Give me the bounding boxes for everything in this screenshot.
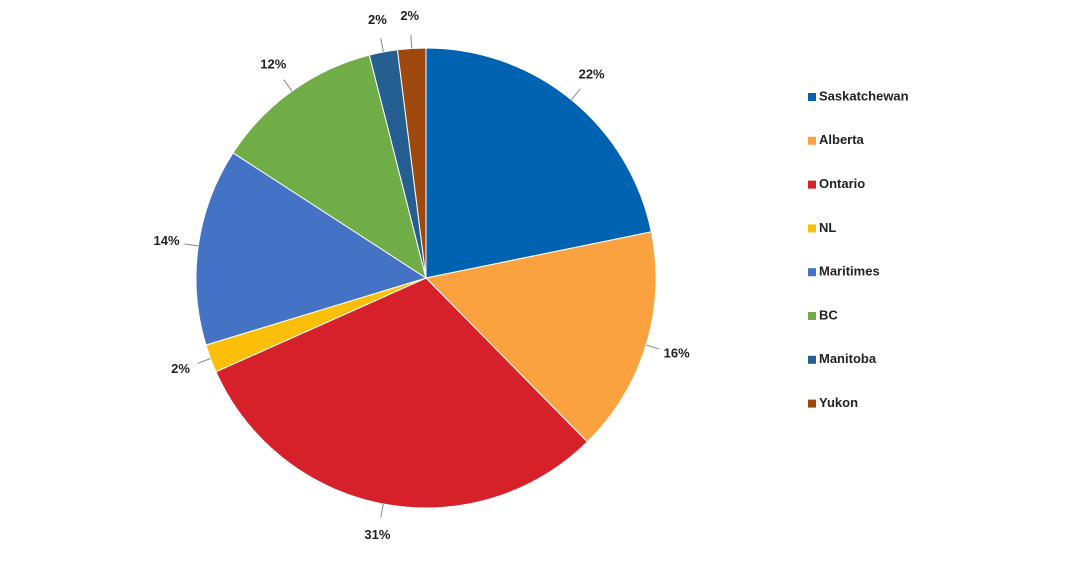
- data-label: 14%: [154, 233, 180, 248]
- legend-label: Ontario: [819, 176, 865, 191]
- data-label: 16%: [664, 346, 690, 361]
- legend-swatch: [808, 355, 816, 364]
- leader-line: [380, 503, 384, 518]
- leader-line: [184, 243, 199, 247]
- leader-line: [571, 88, 581, 101]
- leader-line: [410, 34, 413, 49]
- pie-slice: [195, 152, 428, 346]
- legend-swatch: [808, 180, 816, 189]
- legend-swatch: [808, 268, 816, 277]
- legend-swatch: [808, 224, 816, 233]
- legend-swatch: [808, 312, 816, 320]
- legend-label: Saskatchewan: [819, 88, 909, 103]
- data-label: 2%: [171, 361, 190, 376]
- data-label: 2%: [400, 8, 419, 23]
- legend-swatch: [808, 93, 816, 101]
- leader-line: [380, 38, 384, 53]
- legend-swatch: [808, 136, 816, 145]
- data-label: 12%: [260, 57, 286, 72]
- pie-slice: [232, 54, 427, 280]
- data-label: 2%: [368, 12, 387, 27]
- legend-label: Manitoba: [819, 351, 877, 366]
- leader-line: [197, 358, 211, 364]
- legend-label: Alberta: [819, 132, 865, 147]
- leader-line: [645, 344, 660, 350]
- legend-swatch: [808, 399, 816, 408]
- pie-slice: [424, 231, 657, 443]
- legend-label: NL: [819, 220, 836, 235]
- pie-slice: [215, 277, 589, 509]
- data-label: 31%: [364, 527, 390, 542]
- leader-line: [283, 79, 293, 92]
- pie-slice: [425, 47, 652, 279]
- legend-label: Maritimes: [819, 264, 880, 279]
- legend-label: Yukon: [819, 395, 858, 410]
- legend-label: BC: [819, 307, 838, 322]
- data-label: 22%: [579, 66, 605, 81]
